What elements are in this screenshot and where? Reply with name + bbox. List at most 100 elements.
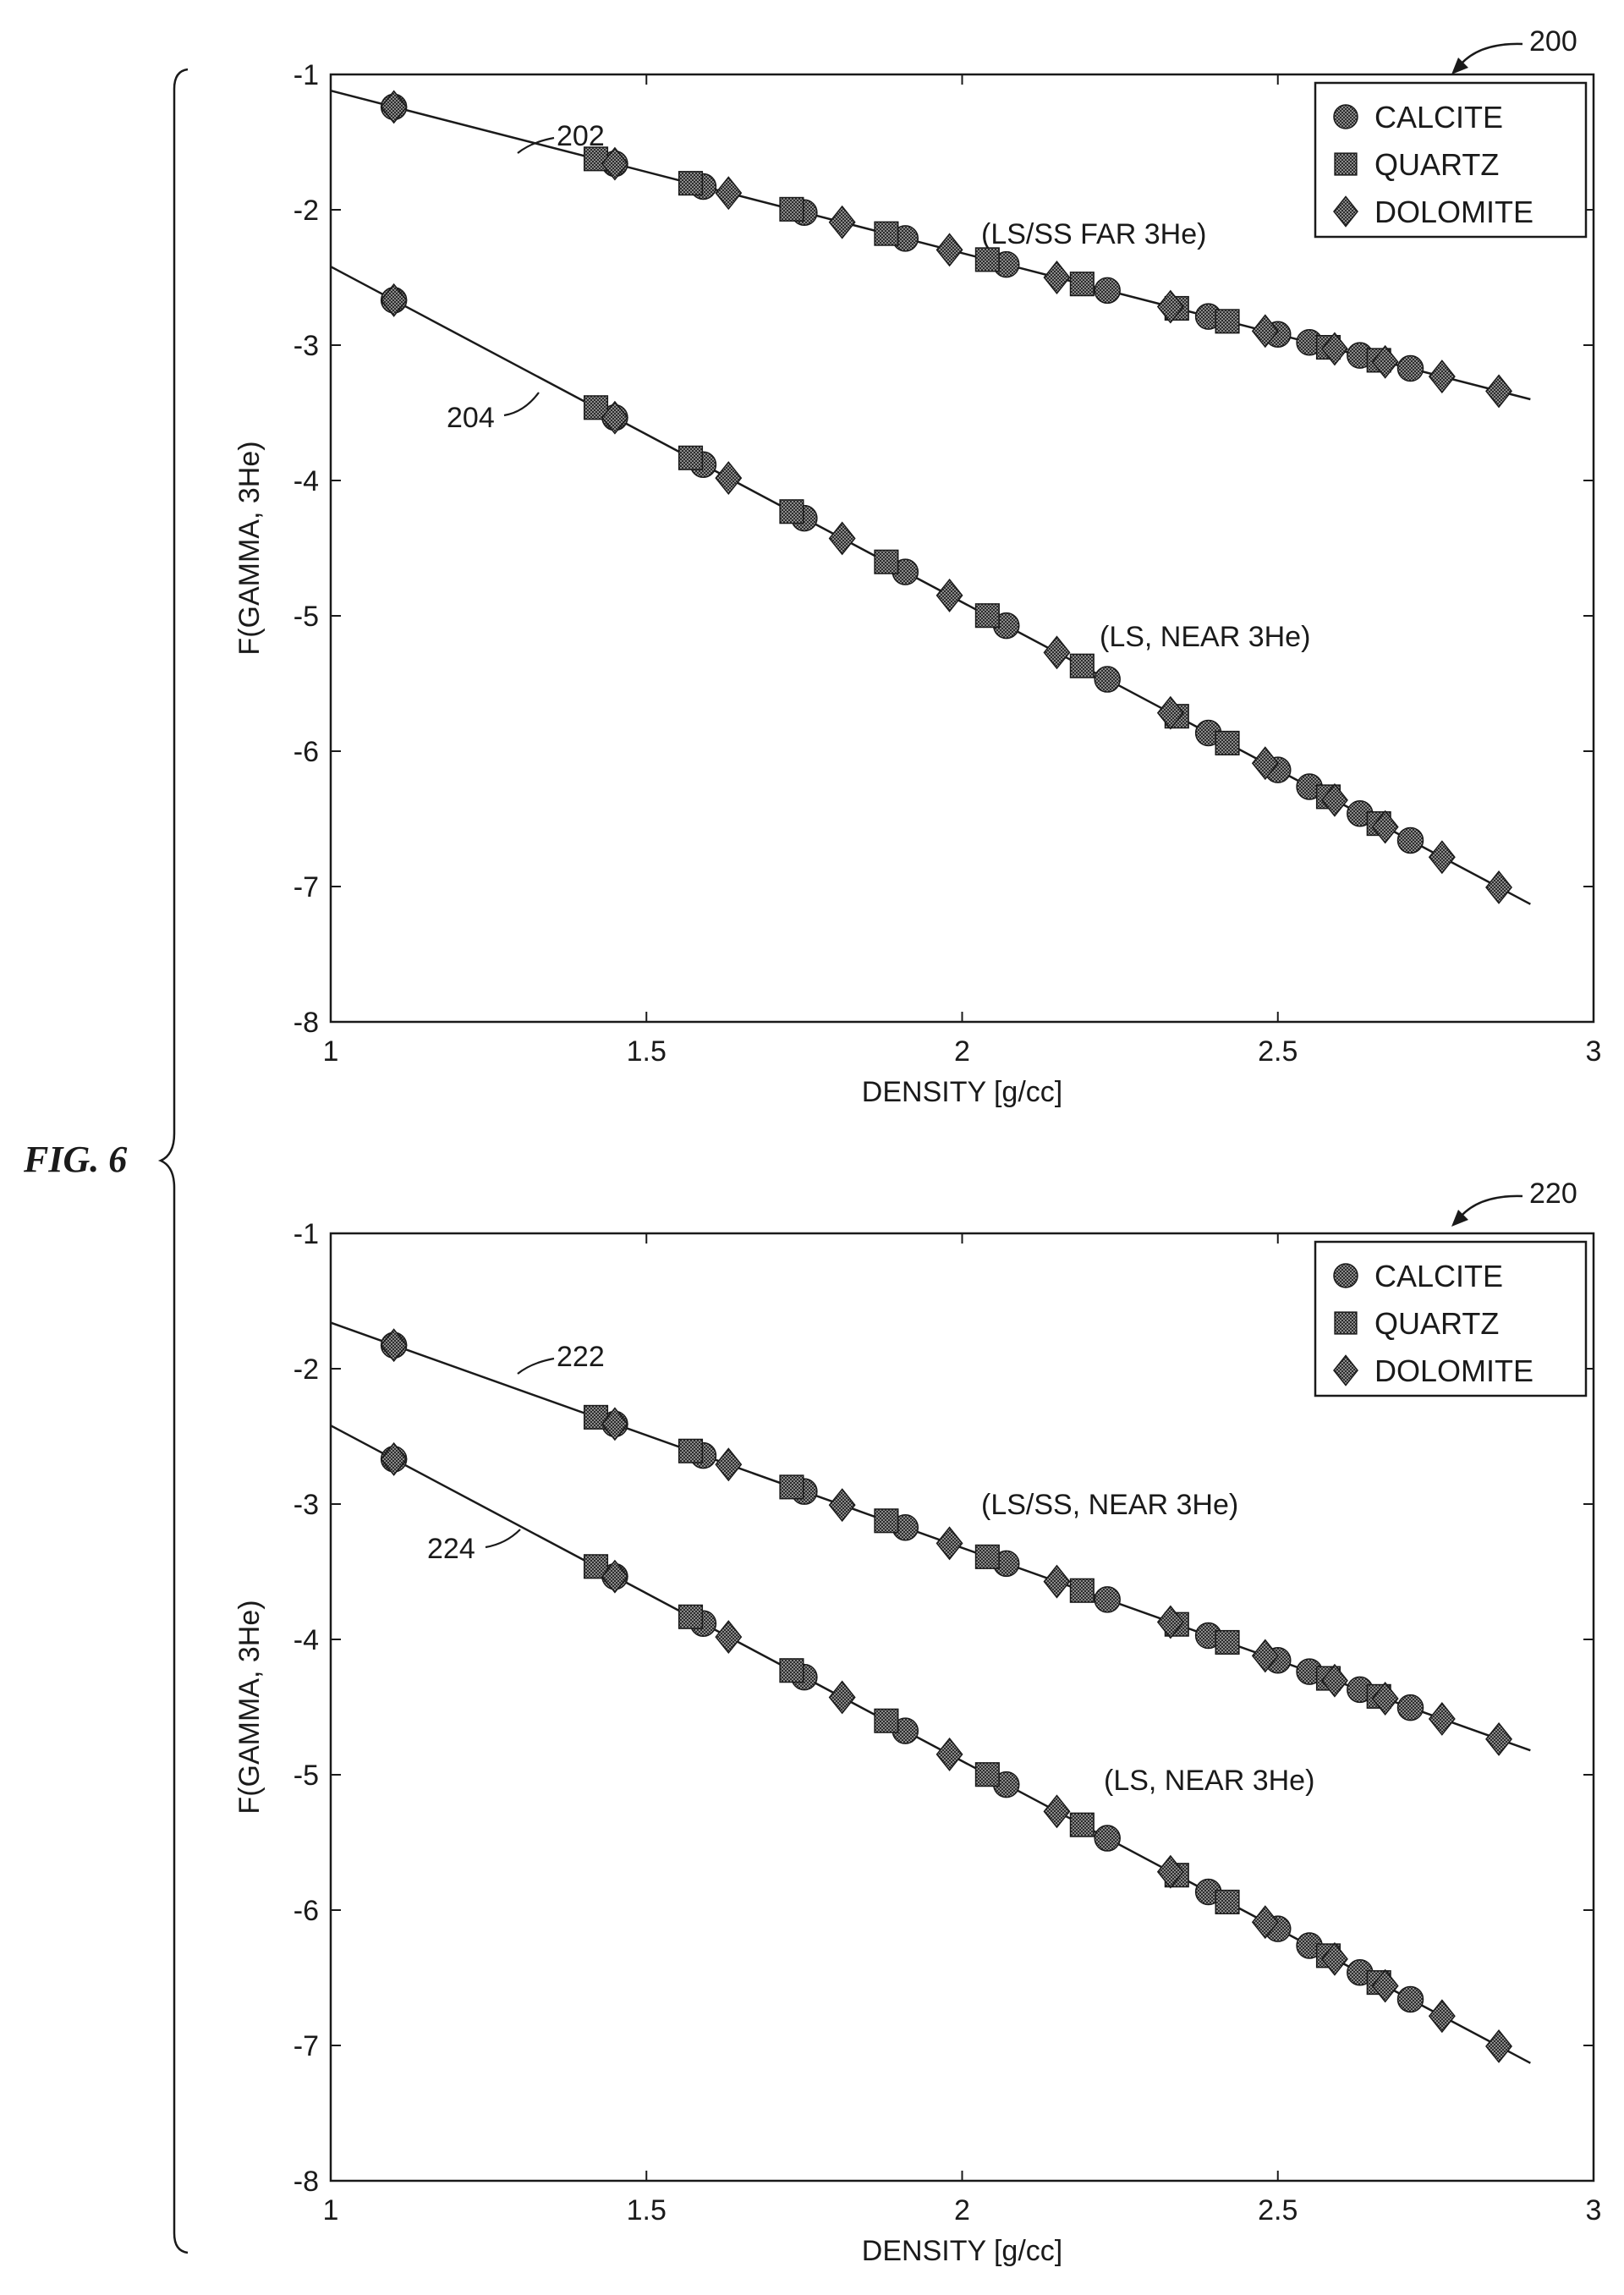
data-point-dolomite: [935, 1526, 963, 1561]
data-point-quartz: [974, 247, 1000, 272]
x-tick-label: 2.5: [1258, 2194, 1298, 2226]
data-point-dolomite: [380, 1328, 408, 1363]
data-point-quartz: [678, 1604, 704, 1629]
data-point-quartz: [1069, 1578, 1095, 1603]
fit-line-label: (LS, NEAR 3He): [1100, 621, 1310, 653]
data-point-dolomite: [1485, 2029, 1512, 2063]
data-point-dolomite: [828, 1488, 856, 1523]
data-point-quartz: [874, 549, 899, 574]
data-point-quartz: [974, 1762, 1000, 1787]
data-point-dolomite: [1485, 1721, 1512, 1756]
data-point-dolomite: [1320, 782, 1348, 817]
data-point-quartz: [678, 171, 704, 196]
chart-panel-top: 200 1 1.5 2 2.5 3 -1 -2 -3 -4 -5 -6 -7 -8 DENSITY [g/c…: [233, 25, 1601, 1108]
data-point-dolomite: [1320, 1941, 1348, 1976]
x-axis-label: DENSITY [g/cc]: [862, 1076, 1062, 1108]
data-point-calcite: [1094, 277, 1121, 305]
data-point-quartz: [1215, 1889, 1240, 1914]
figure-ref-number: 220: [1529, 1178, 1577, 1210]
ref-leader-line: [517, 1357, 555, 1375]
data-point-dolomite: [1428, 840, 1456, 875]
chart-panel-bottom: 220 1 1.5 2 2.5 3 -1 -2 -3 -4 -5 -6 -7 -8 DENSITY [g/c…: [233, 1178, 1601, 2267]
y-tick-label: -8: [294, 2166, 319, 2198]
legend-marker-quartz: [1334, 152, 1358, 176]
data-point-quartz: [1069, 1812, 1095, 1837]
data-point-dolomite: [1485, 870, 1512, 904]
data-point-quartz: [779, 196, 804, 222]
ref-arrow: [1455, 42, 1523, 70]
y-tick-label: -5: [294, 601, 319, 633]
data-point-dolomite: [1371, 344, 1399, 379]
data-point-calcite: [1396, 826, 1424, 854]
data-point-dolomite: [1371, 810, 1399, 844]
data-point-dolomite: [1251, 746, 1279, 781]
data-point-quartz: [874, 1508, 899, 1534]
y-tick-label: -3: [294, 330, 319, 362]
y-tick-label: -1: [294, 59, 319, 91]
fit-line-ref-number: 224: [427, 1533, 475, 1565]
data-point-dolomite: [1043, 261, 1071, 294]
data-point-quartz: [974, 603, 1000, 629]
fit-line-label: (LS/SS FAR 3He): [981, 218, 1206, 250]
data-point-dolomite: [1043, 1794, 1071, 1829]
data-point-calcite: [1396, 1694, 1424, 1721]
data-point-quartz: [874, 1708, 899, 1733]
x-tick-label: 1.5: [627, 1035, 667, 1068]
y-axis-label: F(GAMMA, 3He): [233, 441, 266, 655]
data-point-quartz: [974, 1544, 1000, 1569]
data-point-dolomite: [1251, 1905, 1279, 1940]
x-tick-label: 1: [323, 2194, 339, 2226]
data-point-dolomite: [1485, 374, 1512, 409]
y-tick-label: -4: [294, 1624, 319, 1656]
data-point-quartz: [678, 445, 704, 470]
data-point-quartz: [1215, 1629, 1240, 1655]
fit-line-ref-number: 204: [447, 402, 495, 434]
data-point-dolomite: [1320, 1663, 1348, 1698]
data-point-quartz: [779, 499, 804, 524]
data-point-dolomite: [1428, 1701, 1456, 1736]
x-tick-label: 2.5: [1258, 1035, 1298, 1068]
legend-label: CALCITE: [1374, 100, 1503, 135]
figure-brace: [157, 68, 189, 2254]
data-point-dolomite: [715, 1447, 743, 1482]
data-point-calcite: [1094, 666, 1121, 693]
ref-arrow: [1455, 1194, 1523, 1222]
data-point-dolomite: [1156, 289, 1184, 324]
data-point-dolomite: [715, 1620, 743, 1655]
data-point-calcite: [1094, 1586, 1121, 1613]
data-point-quartz: [1069, 272, 1095, 297]
legend-label: QUARTZ: [1374, 147, 1499, 182]
data-point-dolomite: [1371, 1968, 1399, 2003]
x-axis-label: DENSITY [g/cc]: [862, 2235, 1062, 2267]
data-point-dolomite: [1428, 1999, 1456, 2034]
data-point-dolomite: [601, 146, 628, 181]
data-point-quartz: [779, 1474, 804, 1500]
data-point-dolomite: [1320, 332, 1348, 366]
ref-arrowhead: [1451, 58, 1468, 74]
legend-label: QUARTZ: [1374, 1306, 1499, 1341]
data-point-dolomite: [715, 461, 743, 496]
data-point-dolomite: [935, 233, 963, 267]
x-tick-label: 2: [954, 2194, 970, 2226]
data-point-quartz: [779, 1658, 804, 1683]
data-point-dolomite: [1428, 360, 1456, 394]
data-point-quartz: [874, 221, 899, 246]
fit-line-ref-number: 222: [557, 1341, 605, 1373]
data-point-dolomite: [828, 205, 856, 239]
data-point-calcite: [1396, 1985, 1424, 2013]
y-tick-label: -6: [294, 736, 319, 768]
y-tick-label: -2: [294, 195, 319, 227]
data-point-quartz: [678, 1438, 704, 1463]
legend-marker-dolomite: [1333, 195, 1358, 228]
data-point-dolomite: [1043, 635, 1071, 670]
y-tick-label: -8: [294, 1007, 319, 1039]
legend-marker-calcite: [1333, 1263, 1358, 1288]
legend-label: DOLOMITE: [1374, 1353, 1533, 1388]
data-point-dolomite: [828, 1680, 856, 1715]
x-tick-label: 2: [954, 1035, 970, 1068]
legend-box: [1314, 81, 1588, 239]
x-tick-label: 3: [1586, 1035, 1602, 1068]
data-point-dolomite: [1371, 1682, 1399, 1716]
y-tick-label: -7: [294, 871, 319, 903]
